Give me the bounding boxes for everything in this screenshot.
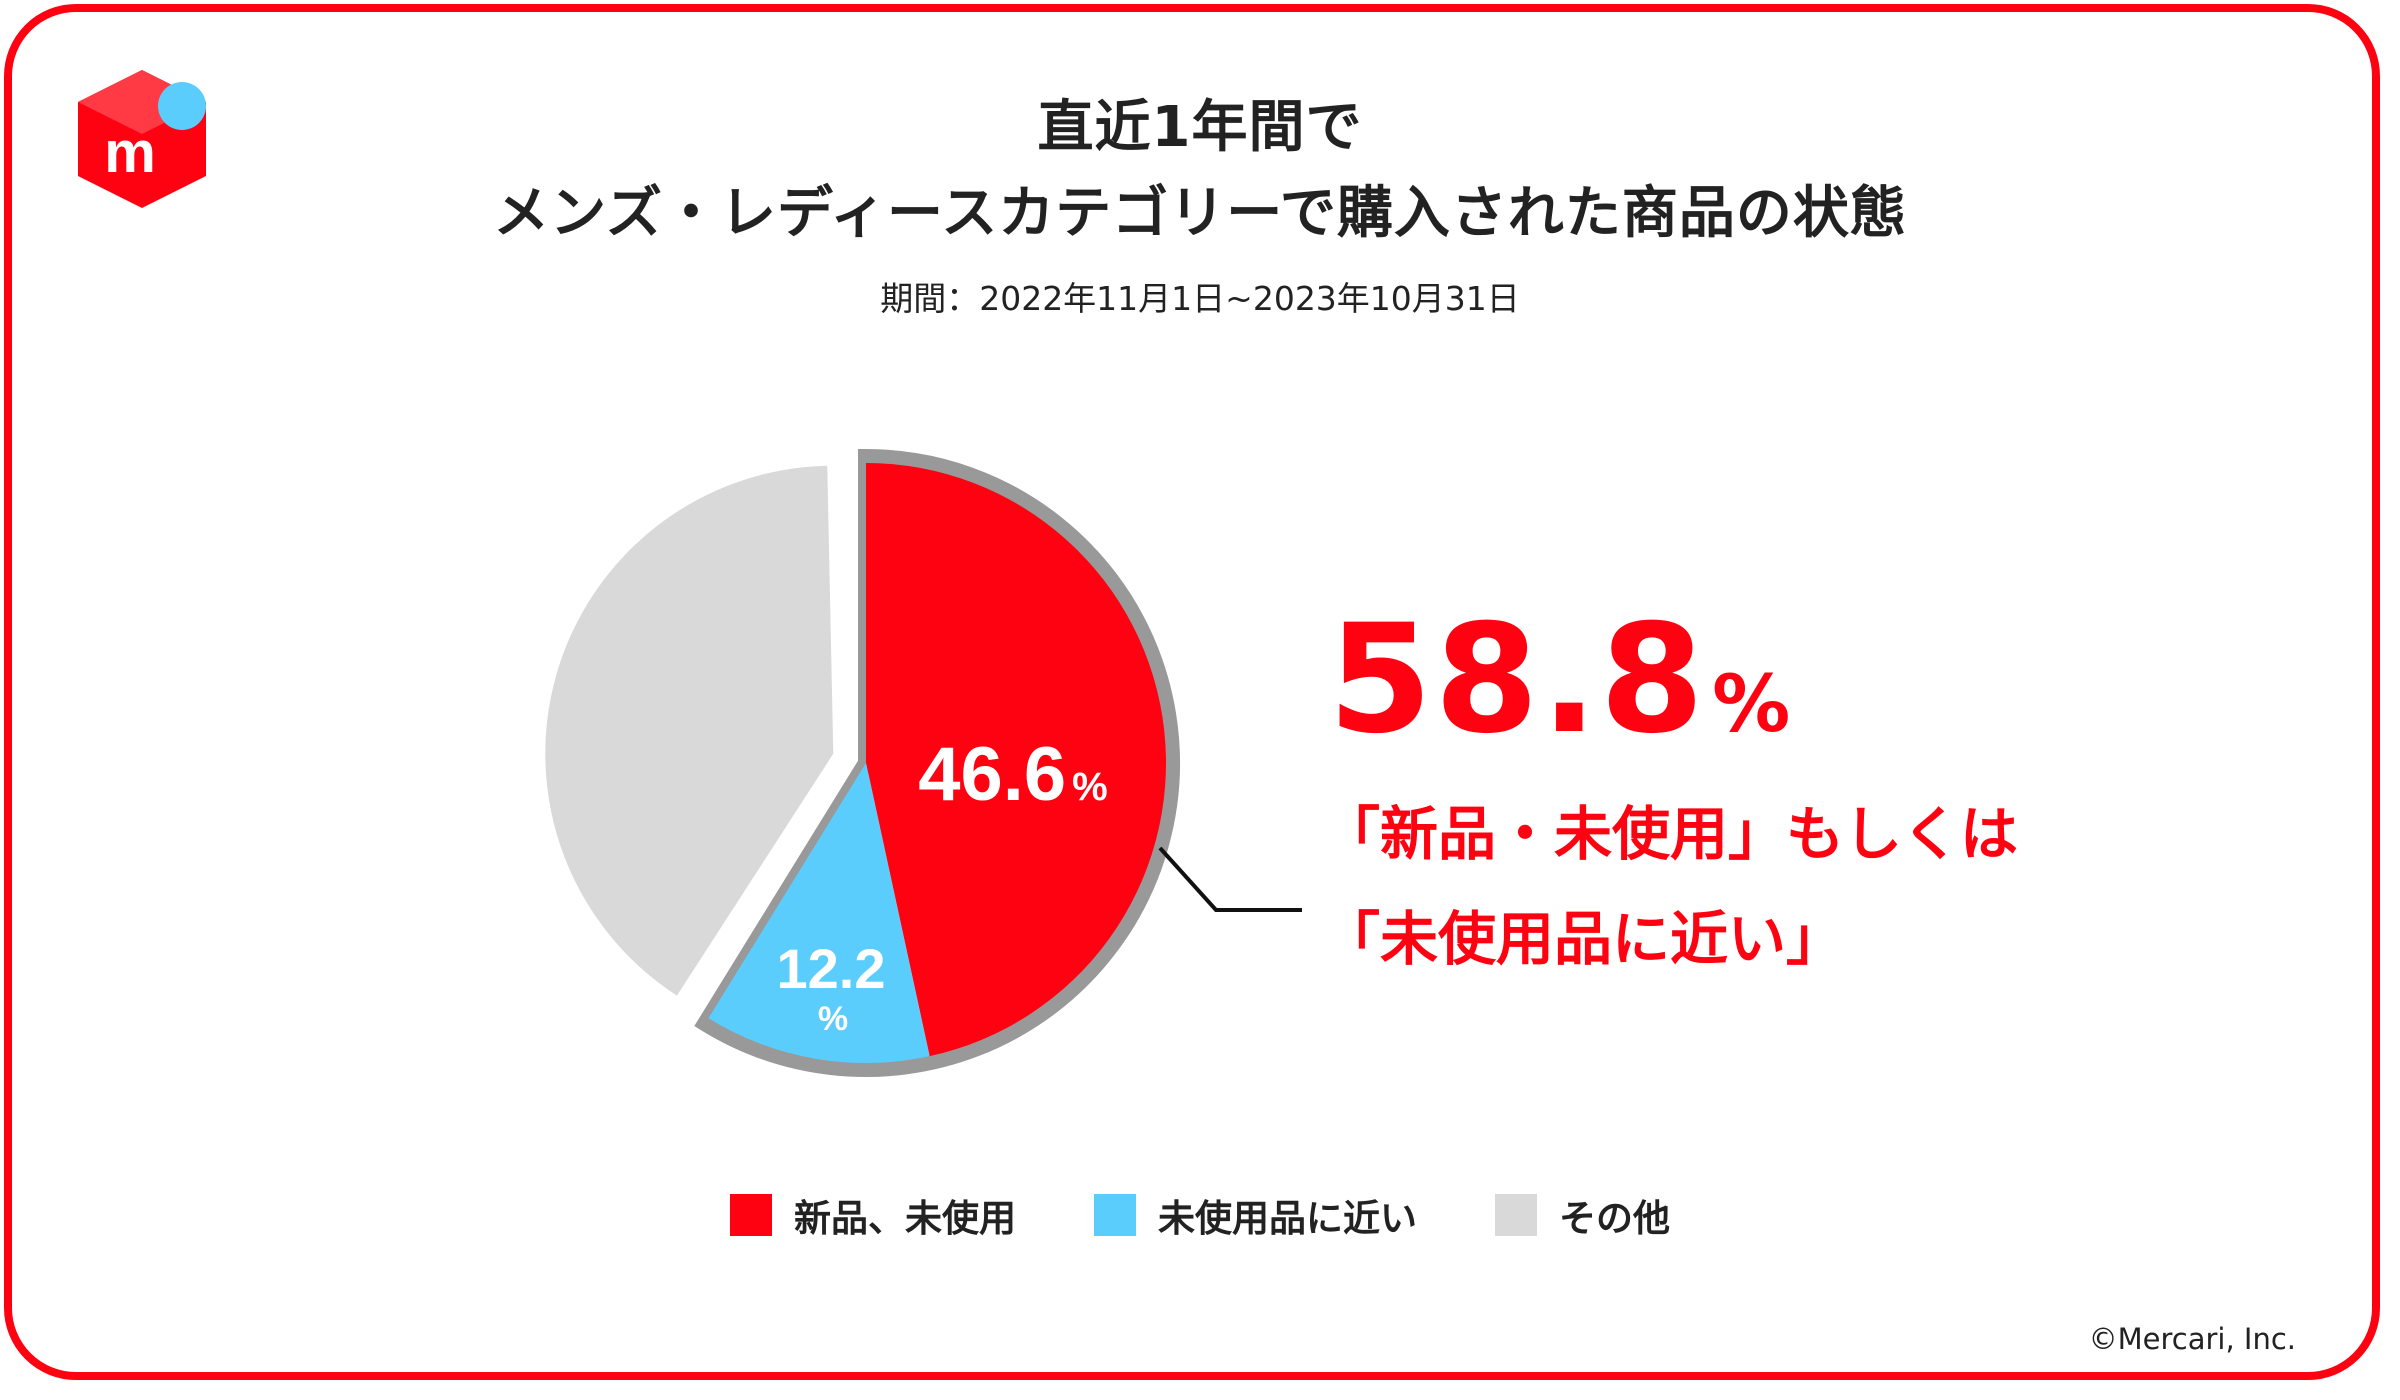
highlight-text-line2: 「未使用品に近い」 xyxy=(1322,905,1845,973)
copyright-text: ©Mercari, Inc. xyxy=(2088,1322,2296,1356)
highlight-value: 58.8 xyxy=(1328,593,1707,767)
slice-label-near-new: 12.2 xyxy=(777,937,886,1000)
logo-letter: m xyxy=(104,120,156,185)
slice-label-new: 46.6% xyxy=(918,732,1108,817)
card-frame xyxy=(4,4,2380,1380)
highlight-text-line1: 「新品・未使用」もしくは xyxy=(1322,800,2019,868)
legend-item-new: 新品、未使用 xyxy=(730,1188,1016,1242)
period-subtitle: 期間：2022年11月1日~2023年10月31日 xyxy=(880,279,1520,318)
slice-label-near-new-unit: % xyxy=(818,1000,848,1038)
pie-slice-other xyxy=(545,465,834,996)
legend-swatch-near-new xyxy=(1094,1194,1136,1236)
legend-label-other: その他 xyxy=(1559,1197,1670,1240)
legend-item-other: その他 xyxy=(1495,1188,1670,1242)
chart-title-line2: メンズ・レディースカテゴリーで購入された商品の状態 xyxy=(493,181,1907,246)
highlight-outline xyxy=(694,448,1180,1077)
legend-label-near-new: 未使用品に近い xyxy=(1158,1197,1417,1240)
highlight-unit: % xyxy=(1712,660,1793,750)
legend-swatch-new xyxy=(730,1194,772,1236)
mercari-logo-icon: m xyxy=(78,70,206,208)
pie-slice-near-new xyxy=(708,763,930,1064)
chart-title-line1: 直近1年間で xyxy=(1037,95,1363,160)
legend-item-near-new: 未使用品に近い xyxy=(1094,1188,1417,1242)
legend-swatch-other xyxy=(1495,1194,1537,1236)
legend-label-new: 新品、未使用 xyxy=(794,1197,1016,1240)
pie-slice-new xyxy=(866,463,1166,1057)
chart-legend: 新品、未使用 未使用品に近い その他 xyxy=(730,1188,1748,1242)
highlight-total: 58.8% xyxy=(1328,605,1792,755)
callout-leader-line xyxy=(1158,846,1302,912)
